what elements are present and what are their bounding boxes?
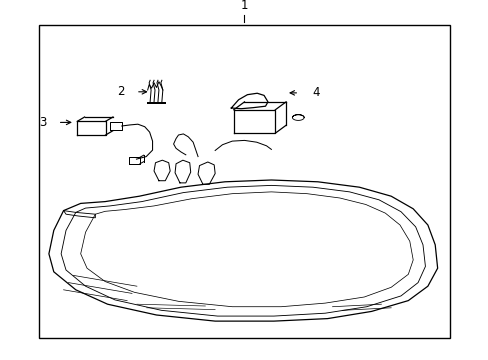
Text: 3: 3: [39, 116, 46, 129]
Text: 1: 1: [240, 0, 248, 12]
Text: 2: 2: [117, 85, 124, 98]
Text: 4: 4: [311, 86, 319, 99]
Bar: [39, 25, 449, 338]
